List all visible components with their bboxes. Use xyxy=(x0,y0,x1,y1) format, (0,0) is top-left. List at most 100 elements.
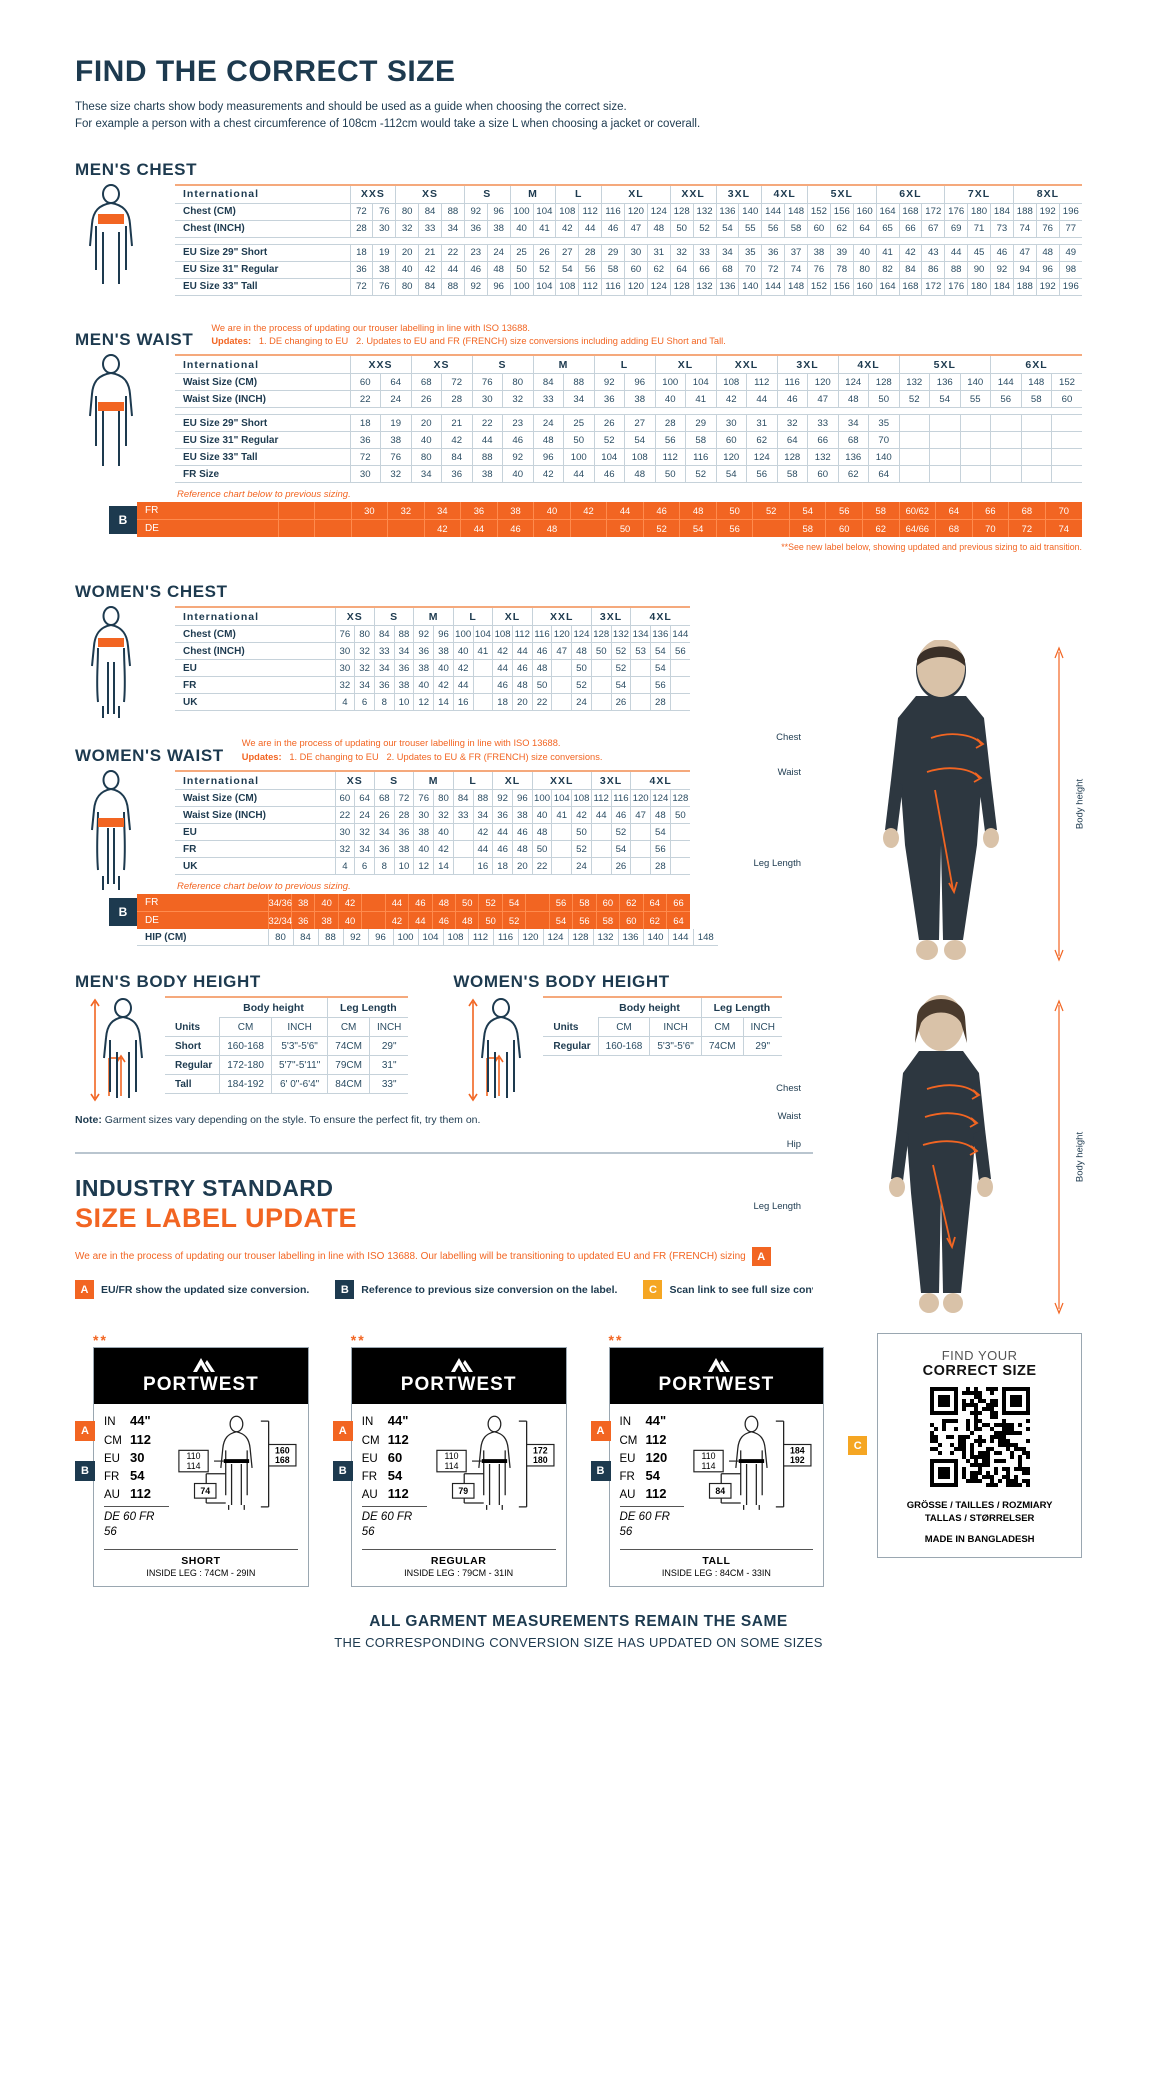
table-cell: 54 xyxy=(789,502,827,521)
table-cell: 46 xyxy=(512,823,533,841)
table-row: HIP (CM) 80 84 88 92 96 100 104 108 112 116 120 124 1… xyxy=(137,929,718,946)
qr-title-line-1: FIND YOUR xyxy=(941,1348,1018,1364)
male-label-body-height: Body height xyxy=(1074,778,1086,830)
table-cell: 54 xyxy=(679,519,717,538)
table-cell: 42 xyxy=(441,431,473,449)
table-cell: 30 xyxy=(372,220,397,237)
table-cell: 18 xyxy=(350,414,381,432)
table-cell: 20 xyxy=(512,693,533,711)
table-cell: 90 xyxy=(967,261,991,278)
label-brand-bar: PORTWEST xyxy=(94,1348,308,1405)
table-row: Waist Size (CM) 60 64 68 72 76 80 84 88 92 96 100 10… xyxy=(175,789,690,807)
table-cell: 42 xyxy=(570,502,608,521)
table-cell: 12 xyxy=(413,857,435,875)
table-cell: 54 xyxy=(716,465,747,483)
table-cell: 124 xyxy=(746,448,778,466)
table-cell: 108 xyxy=(716,373,747,391)
table-cell xyxy=(551,823,573,841)
table-cell: Tall xyxy=(165,1074,221,1095)
table-cell: 172 xyxy=(921,203,946,220)
svg-text:79: 79 xyxy=(458,1487,468,1497)
table-cell: 134 xyxy=(630,625,651,643)
table-cell: 66 xyxy=(807,431,839,449)
table-cell: 36 xyxy=(441,465,473,483)
bh-group-header: Body height Leg Length xyxy=(165,996,409,1019)
table-cell: 88 xyxy=(472,448,503,466)
badge-a: A xyxy=(590,1421,611,1442)
table-cell: 96 xyxy=(624,373,656,391)
label-inside-leg: INSIDE LEG : 79CM - 31IN xyxy=(404,1567,514,1578)
table-cell: 60 xyxy=(825,519,863,538)
table-cell xyxy=(525,894,550,913)
table-cell: 184 xyxy=(990,278,1014,295)
size-header-3xl: 3XL xyxy=(591,607,632,626)
table-cell: 116 xyxy=(777,373,808,391)
bh-units-row: Units CM INCH CM INCH xyxy=(543,1017,782,1038)
label-brand-bar: PORTWEST xyxy=(351,1348,566,1405)
table-cell xyxy=(990,414,1022,432)
table-cell: 50 xyxy=(478,911,503,930)
table-cell: Units xyxy=(165,1017,221,1038)
table-cell: 132 xyxy=(693,203,717,220)
qr-code-icon[interactable] xyxy=(929,1387,1030,1488)
table-cell: 96 xyxy=(433,625,454,643)
table-cell: 52 xyxy=(502,911,527,930)
table-cell: 74CM xyxy=(701,1036,744,1057)
table-cell: 84 xyxy=(374,625,395,643)
bh-row: Tall 184-192 6' 0"-6'4" 84CM 33" xyxy=(165,1074,409,1095)
table-cell: 8 xyxy=(374,857,395,875)
table-cell: 100 xyxy=(453,625,474,643)
table-cell: 144 xyxy=(672,628,689,640)
table-cell: 26 xyxy=(611,857,632,875)
table-cell: 38 xyxy=(497,502,535,521)
table-cell: 28 xyxy=(650,857,671,875)
table-cell: 32 xyxy=(354,659,375,677)
bh-group-header: Body height Leg Length xyxy=(543,996,782,1019)
table-cell: 50 xyxy=(532,840,553,858)
table-row: FR 32 34 36 38 40 42 44 46 48 50 52 54 56 xyxy=(175,840,690,858)
table-cell: INCH xyxy=(369,1017,409,1038)
table-cell: 46 xyxy=(512,659,533,677)
table-cell xyxy=(929,414,961,432)
table-cell: 156 xyxy=(830,203,854,220)
table-cell: 92 xyxy=(492,789,513,807)
table-cell: 70 xyxy=(972,519,1010,538)
table-cell: 120 xyxy=(630,789,651,807)
table-cell: 54 xyxy=(650,823,671,841)
table-cell: 32 xyxy=(335,840,356,858)
table-cell: 48 xyxy=(571,642,592,660)
key-text: Reference to previous size conversion on… xyxy=(361,1283,618,1296)
female-label-hip: Hip xyxy=(786,1139,801,1150)
table-cell: 112 xyxy=(578,278,603,295)
mens-body-height-block: MEN'S BODY HEIGHT xyxy=(75,972,409,1102)
table-row: EU Size 31" Regular 36 38 40 42 44 46 48 50 52 54 5… xyxy=(175,431,1082,449)
table-cell: 136 xyxy=(838,448,869,466)
table-cell: 73 xyxy=(990,220,1014,237)
table-cell: 84 xyxy=(418,278,442,295)
table-cell: 80 xyxy=(411,448,442,466)
table-cell: 29 xyxy=(685,414,717,432)
table-cell: 132 xyxy=(693,278,717,295)
bh-corner xyxy=(165,996,220,1018)
table-header-row: International XS S M L XL XXL 3XL 4XL xyxy=(175,771,690,790)
mens-body-height-table: Body height Leg Length Units CM INCH CM INCH Sh… xyxy=(165,996,409,1095)
table-cell: EU Size 33" Tall xyxy=(175,278,351,295)
table-cell xyxy=(591,693,612,711)
table-cell: 50 xyxy=(571,659,592,677)
table-cell xyxy=(314,502,352,521)
label-spec-row: AU 112 xyxy=(362,1485,427,1503)
table-cell: 24 xyxy=(487,244,511,261)
spec-value: 54 xyxy=(387,1467,403,1483)
table-cell: 56 xyxy=(746,465,778,483)
table-cell xyxy=(670,841,690,858)
table-cell: 42 xyxy=(716,390,747,408)
table-cell: 25 xyxy=(563,414,595,432)
table-cell: 6 xyxy=(354,857,375,875)
table-cell: 52 xyxy=(611,823,632,841)
table-cell: 27 xyxy=(555,244,580,261)
spec-key: AU xyxy=(361,1489,378,1502)
spec-key: FR xyxy=(104,1470,120,1483)
badge-c: C xyxy=(848,1436,868,1456)
table-cell: 52 xyxy=(693,220,717,237)
table-cell: 104 xyxy=(418,929,444,946)
